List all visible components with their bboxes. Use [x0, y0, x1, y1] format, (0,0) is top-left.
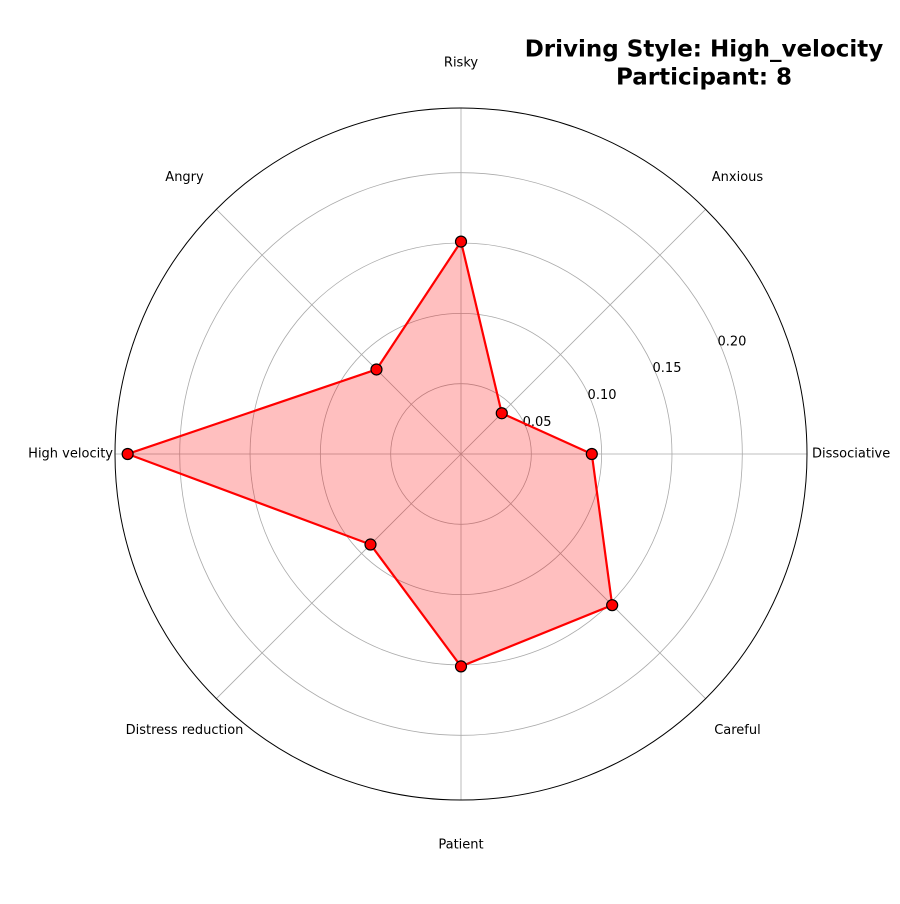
spoke [460, 453, 706, 699]
outer-frame [114, 107, 808, 801]
category-label: Risky [444, 56, 478, 71]
category-label: Anxious [712, 170, 764, 185]
data-point [364, 538, 377, 551]
spoke [216, 453, 462, 699]
data-point [585, 447, 598, 461]
r-tick-label: 0.15 [653, 361, 682, 376]
data-point [370, 363, 383, 376]
category-label: Angry [165, 170, 204, 185]
chart-title: Participant: 8 [616, 65, 792, 91]
data-point [495, 407, 508, 420]
chart-title: Driving Style: High_velocity [525, 37, 884, 63]
data-point [121, 447, 134, 461]
series-area [124, 238, 614, 668]
spoke [216, 209, 462, 455]
category-label: Careful [714, 723, 761, 738]
data-point [454, 235, 468, 248]
data-point [606, 599, 619, 612]
category-label: Distress reduction [126, 723, 244, 738]
r-tick-label: 0.20 [717, 334, 746, 349]
data-point [454, 660, 468, 673]
category-label: Patient [438, 838, 483, 853]
category-label: Dissociative [812, 447, 890, 462]
r-tick-label: 0.10 [588, 388, 617, 403]
category-label: High velocity [28, 447, 113, 462]
